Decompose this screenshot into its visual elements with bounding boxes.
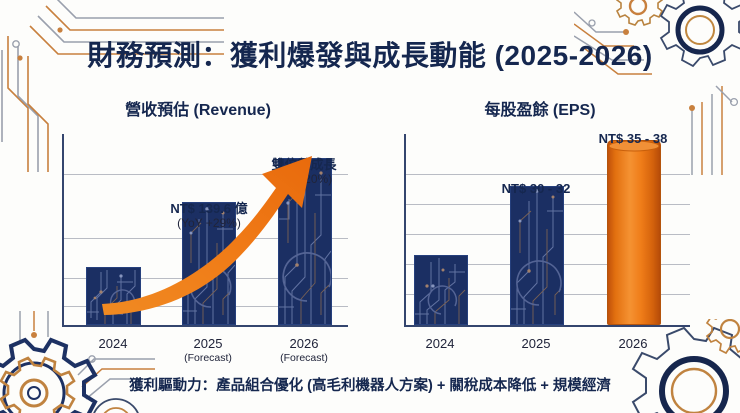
y-axis-eps [404, 134, 406, 327]
annotation-revenue-2026: 雙位數成長 (+15-20%) [271, 157, 337, 186]
x-axis-labels-eps: 2024 2025 2026 [390, 336, 690, 370]
chart-title-revenue: 營收預估 (Revenue) [125, 102, 271, 119]
annotation-eps-2025: NT$ 30 - 32 [501, 181, 571, 196]
chart-title-eps: 每股盈餘 (EPS) [484, 102, 596, 119]
bar-eps-2024[interactable] [414, 255, 468, 325]
plot-area-revenue: NT$ 139.6 億 (YoY +29%) 雙位數成長 (+15-20%) [48, 134, 348, 334]
x-tick-2025: 2025 (Forecast) [184, 336, 232, 365]
x-axis-labels-revenue: 2024 2025 (Forecast) 2026 (Forecast) [48, 336, 348, 370]
bar-eps-2025[interactable] [510, 186, 564, 325]
footer-note: 獲利驅動力：產品組合優化 (高毛利機器人方案) + 關稅成本降低 + 規模經濟 [129, 378, 611, 394]
x-tick-2024: 2024 [98, 336, 128, 351]
annotation-eps-2026: NT$ 35 - 38 [598, 131, 668, 146]
bar-revenue-2024[interactable] [86, 267, 141, 325]
slide-title: 財務預測：獲利爆發與成長動能 (2025-2026) [87, 40, 653, 71]
chart-panel-revenue: 營收預估 (Revenue) [48, 96, 348, 370]
x-tick-2024: 2024 [425, 336, 455, 351]
plot-area-eps: NT$ 30 - 32 NT$ 35 - 38 [390, 131, 690, 334]
y-axis-revenue [62, 134, 64, 327]
x-axis-revenue [62, 325, 348, 327]
x-tick-2026: 2026 (Forecast) [280, 336, 328, 365]
bar-eps-2026[interactable] [607, 140, 661, 325]
annotation-revenue-2025: NT$ 139.6 億 (YoY +29%) [170, 201, 248, 230]
x-tick-2025: 2025 [521, 336, 551, 351]
x-tick-2026: 2026 [618, 336, 648, 351]
gridline [406, 174, 690, 175]
x-axis-eps [404, 325, 690, 327]
chart-panel-eps: 每股盈餘 (EPS) [390, 96, 690, 370]
